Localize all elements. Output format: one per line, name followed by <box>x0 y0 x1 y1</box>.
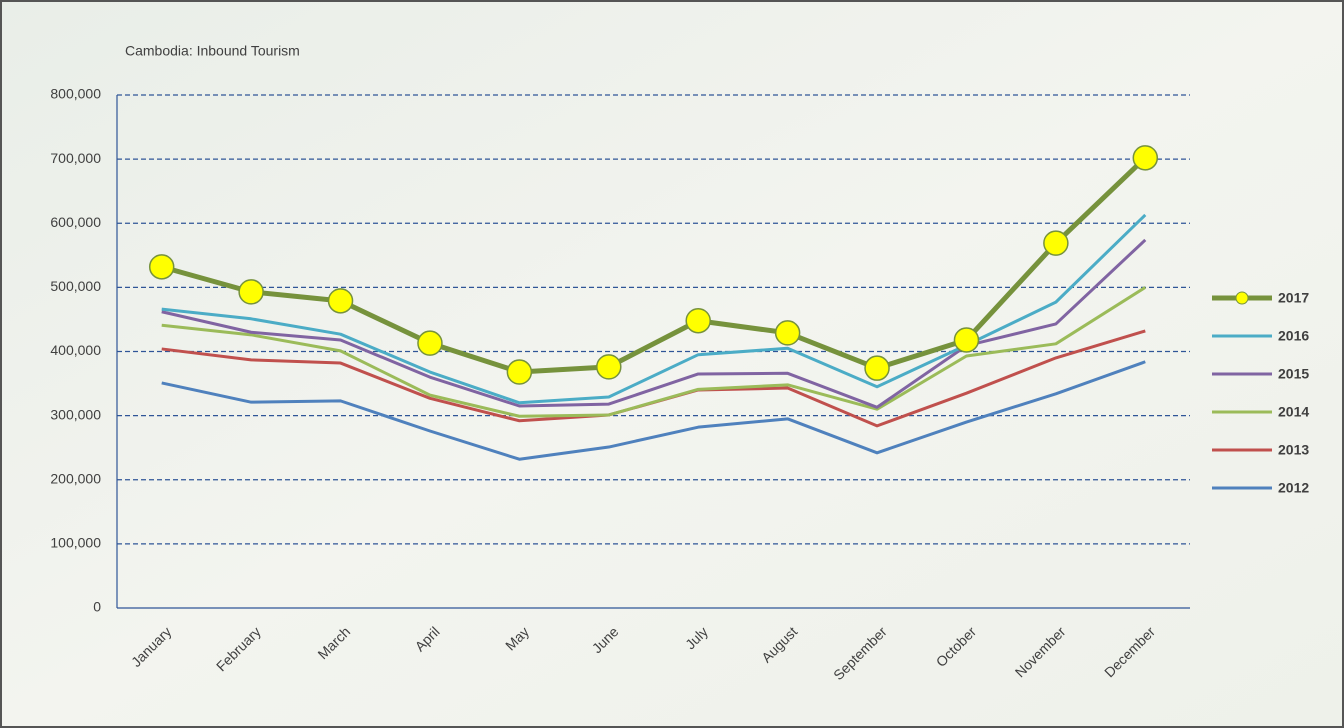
data-point <box>954 328 978 352</box>
y-tick-label: 200,000 <box>50 470 101 486</box>
data-point <box>1133 146 1157 170</box>
data-point <box>239 280 263 304</box>
legend-label: 2012 <box>1278 480 1309 496</box>
y-tick-label: 100,000 <box>50 535 101 551</box>
y-tick-label: 600,000 <box>50 214 101 230</box>
y-tick-label: 400,000 <box>50 342 101 358</box>
data-point <box>1044 231 1068 255</box>
y-tick-label: 500,000 <box>50 278 101 294</box>
y-tick-label: 300,000 <box>50 406 101 422</box>
y-tick-label: 800,000 <box>50 86 101 102</box>
data-point <box>597 355 621 379</box>
legend-label: 2014 <box>1278 404 1309 420</box>
legend-label: 2017 <box>1278 290 1309 306</box>
legend-label: 2016 <box>1278 328 1309 344</box>
legend-label: 2013 <box>1278 442 1309 458</box>
data-point <box>329 289 353 313</box>
page: Cambodia: Inbound Tourism 0 100,000 200,00… <box>0 0 1344 728</box>
data-point <box>150 255 174 279</box>
legend-label: 2015 <box>1278 366 1309 382</box>
legend-marker <box>1236 292 1248 304</box>
data-point <box>776 321 800 345</box>
y-tick-label: 700,000 <box>50 150 101 166</box>
data-point <box>418 331 442 355</box>
data-point <box>686 309 710 333</box>
y-tick-label: 0 <box>93 599 101 615</box>
data-point <box>865 356 889 380</box>
chart: Cambodia: Inbound Tourism 0 100,000 200,00… <box>0 0 1344 728</box>
data-point <box>507 360 531 384</box>
chart-title: Cambodia: Inbound Tourism <box>125 43 300 59</box>
